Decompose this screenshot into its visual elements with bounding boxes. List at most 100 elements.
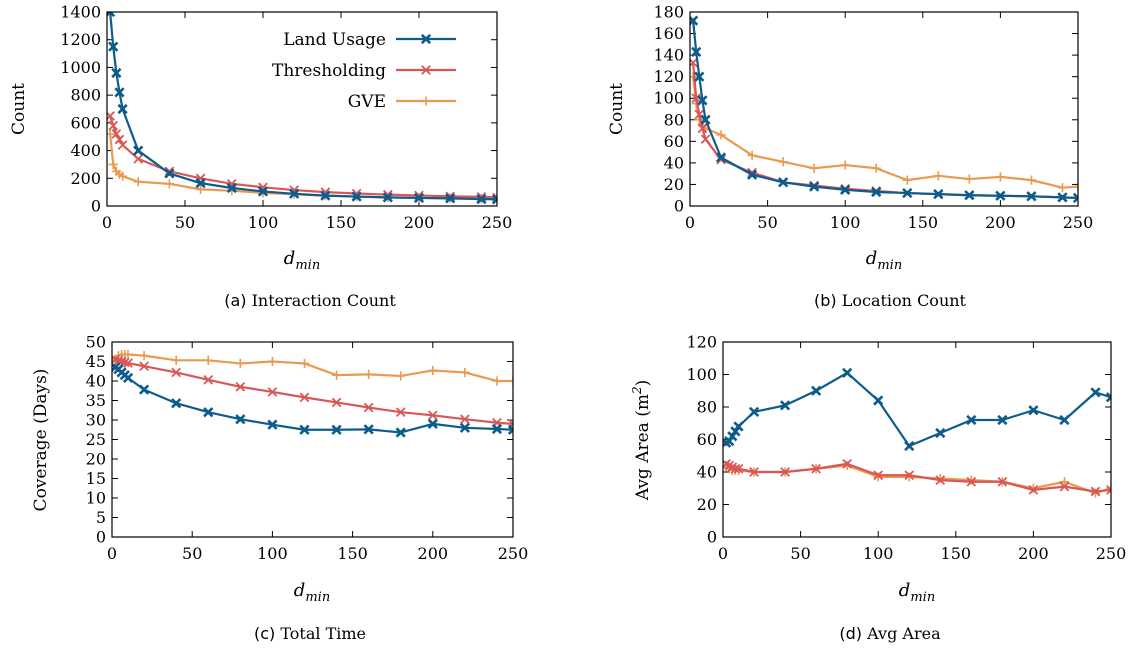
point-land-usage	[778, 177, 789, 188]
point-land-usage	[171, 398, 182, 409]
series-line-land-usage	[725, 371, 1111, 448]
point-gve	[460, 367, 470, 378]
point-thresholding	[123, 358, 133, 368]
x-tick-label: 150	[337, 544, 368, 563]
point-land-usage	[1072, 192, 1078, 204]
x-tick-label: 250	[482, 213, 513, 232]
series-line-land-usage	[109, 12, 497, 201]
point-land-usage	[935, 427, 946, 439]
point-gve	[171, 355, 181, 365]
plot-frame	[722, 341, 1112, 538]
point-thresholding	[1028, 485, 1039, 495]
x-tick-label: 200	[1018, 544, 1049, 563]
y-tick-label: 80	[664, 110, 684, 129]
point-land-usage	[779, 400, 791, 411]
y-tick-label: 25	[86, 430, 106, 449]
series-line-thresholding	[109, 115, 497, 199]
y-axis-label: Count	[9, 83, 29, 135]
point-thresholding	[395, 407, 406, 418]
point-gve	[1073, 182, 1078, 192]
y-tick-label: 100	[686, 365, 717, 384]
caption-b: (b) Location Count	[780, 291, 1000, 310]
series-line-thresholding	[114, 358, 513, 425]
point-land-usage	[697, 95, 708, 106]
point-land-usage	[320, 190, 331, 201]
point-land-usage	[445, 193, 456, 204]
point-thresholding	[331, 397, 342, 408]
caption-letter: (d)	[839, 624, 863, 643]
point-gve	[716, 130, 726, 140]
point-thresholding	[111, 129, 122, 139]
point-thresholding	[133, 154, 144, 164]
y-tick-label: 140	[653, 46, 684, 65]
point-land-usage	[1059, 414, 1070, 426]
point-thresholding	[1059, 481, 1070, 492]
x-tick-label: 0	[718, 544, 728, 563]
point-land-usage	[382, 192, 393, 203]
point-gve	[267, 356, 277, 367]
point-land-usage	[995, 190, 1006, 201]
caption-a: (a) Interaction Count	[200, 291, 420, 310]
point-land-usage	[195, 178, 206, 189]
y-axis-label: Count	[607, 83, 627, 135]
point-land-usage	[476, 193, 487, 205]
point-gve	[196, 184, 206, 194]
point-thresholding	[904, 470, 915, 481]
y-tick-label: 120	[686, 333, 717, 352]
y-tick-label: 60	[697, 430, 717, 449]
point-land-usage	[811, 385, 822, 396]
point-thresholding	[733, 463, 744, 474]
point-gve	[331, 370, 342, 380]
point-gve	[871, 163, 881, 173]
point-land-usage	[257, 186, 269, 197]
point-gve	[396, 371, 406, 381]
point-gve	[108, 159, 118, 170]
point-thresholding	[997, 476, 1008, 487]
point-land-usage	[700, 114, 711, 125]
point-thresholding	[935, 475, 946, 485]
point-thresholding	[700, 134, 711, 145]
point-land-usage	[1105, 392, 1111, 403]
point-land-usage	[933, 189, 944, 200]
x-tick-label: 50	[757, 213, 777, 232]
x-axis-label: dmin	[899, 580, 935, 605]
panel-location-count: 0 50 100 150 200 250020406080100120140160180d…	[607, 3, 1093, 274]
x-tick-label: 100	[830, 213, 861, 232]
series-group	[723, 367, 1111, 498]
series-line-land-usage	[692, 20, 1078, 200]
point-land-usage	[413, 192, 425, 204]
y-tick-label: 0	[707, 528, 717, 547]
x-tick-label: 250	[1063, 213, 1094, 232]
point-thresholding	[427, 410, 438, 421]
y-tick-label: 10	[86, 489, 106, 508]
y-tick-label: 40	[697, 463, 717, 482]
caption-text: Avg Area	[867, 624, 941, 643]
y-axis-label: Avg Area (m2)	[630, 380, 653, 502]
point-land-usage	[904, 440, 915, 452]
point-land-usage	[235, 414, 246, 425]
plot-frame	[689, 11, 1079, 207]
point-thresholding	[171, 367, 181, 378]
point-land-usage	[363, 424, 374, 435]
y-tick-label: 0	[91, 197, 101, 216]
x-tick-label: 100	[248, 213, 279, 232]
point-gve	[840, 160, 850, 170]
y-tick-label: 160	[653, 24, 684, 43]
series-group	[112, 349, 513, 438]
point-land-usage	[289, 188, 300, 199]
x-tick-label: 150	[941, 544, 972, 563]
legend: Land Usage Thresholding GVE	[272, 30, 456, 112]
point-thresholding	[267, 387, 278, 397]
point-land-usage	[809, 181, 820, 192]
point-land-usage	[226, 182, 237, 194]
point-land-usage	[840, 184, 851, 195]
point-gve	[1059, 477, 1070, 487]
x-tick-label: 100	[257, 544, 288, 563]
point-land-usage	[117, 103, 128, 115]
point-thresholding	[203, 374, 214, 385]
point-gve	[1026, 175, 1037, 185]
point-thresholding	[811, 463, 821, 474]
caption-text: Location Count	[841, 291, 966, 310]
point-thresholding	[730, 463, 741, 474]
